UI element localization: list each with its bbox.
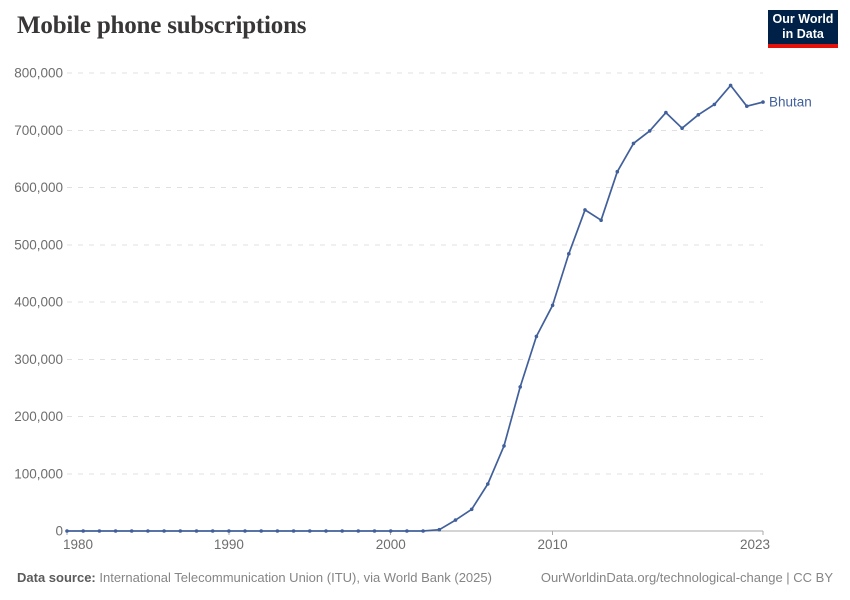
data-point-marker[interactable]: [712, 102, 717, 107]
x-axis-tick-label: 2023: [740, 537, 770, 552]
y-axis-tick-label: 200,000: [14, 409, 63, 424]
data-point-marker[interactable]: [502, 444, 506, 448]
data-point-marker[interactable]: [388, 529, 393, 533]
data-point-marker[interactable]: [356, 529, 361, 533]
y-axis-tick-label: 500,000: [14, 237, 63, 252]
data-point-marker[interactable]: [178, 529, 183, 533]
data-point-marker[interactable]: [583, 208, 587, 212]
data-point-marker[interactable]: [65, 529, 69, 533]
x-axis-tick-label: 1980: [63, 537, 93, 552]
y-axis-tick-label: 0: [55, 524, 63, 539]
data-point-marker[interactable]: [469, 507, 474, 512]
y-axis-tick-label: 700,000: [14, 123, 63, 138]
y-axis-tick-label: 600,000: [14, 180, 63, 195]
data-point-marker[interactable]: [745, 104, 749, 108]
data-point-marker[interactable]: [227, 529, 231, 533]
data-point-marker[interactable]: [518, 385, 522, 389]
data-point-marker[interactable]: [647, 129, 652, 133]
data-point-marker[interactable]: [761, 100, 765, 104]
data-point-marker[interactable]: [146, 529, 150, 533]
chart-title: Mobile phone subscriptions: [17, 12, 307, 39]
series-line-bhutan[interactable]: [66, 84, 764, 532]
data-point-marker[interactable]: [291, 529, 296, 533]
y-axis-tick-label: 100,000: [14, 466, 63, 481]
data-point-marker[interactable]: [275, 529, 280, 533]
data-point-marker[interactable]: [453, 518, 458, 522]
data-source-text: International Telecommunication Union (I…: [95, 570, 492, 585]
y-axis-tick-label: 800,000: [14, 66, 63, 81]
data-point-marker[interactable]: [372, 529, 377, 533]
data-point-marker[interactable]: [728, 83, 733, 88]
data-point-marker[interactable]: [567, 252, 571, 256]
owid-logo-line1: Our World: [772, 12, 834, 26]
data-point-marker[interactable]: [308, 529, 312, 533]
data-point-marker[interactable]: [259, 529, 264, 533]
x-axis-tick-label: 1990: [214, 537, 244, 552]
data-point-marker[interactable]: [340, 529, 345, 533]
data-point-marker[interactable]: [534, 334, 539, 339]
owid-logo[interactable]: Our World in Data: [768, 10, 838, 48]
data-point-marker[interactable]: [113, 529, 118, 533]
chart-footer: Data source: International Telecommunica…: [17, 570, 833, 585]
data-point-marker[interactable]: [615, 169, 620, 174]
data-point-marker[interactable]: [631, 141, 636, 146]
owid-logo-line2: in Data: [782, 27, 824, 41]
data-point-marker[interactable]: [680, 126, 684, 130]
data-point-marker[interactable]: [437, 527, 442, 532]
data-point-marker[interactable]: [486, 482, 490, 486]
x-axis-tick-label: 2010: [538, 537, 568, 552]
entity-label-bhutan[interactable]: Bhutan: [769, 95, 812, 110]
owid-url-link[interactable]: OurWorldinData.org/technological-change …: [540, 570, 833, 585]
x-axis-tick-label: 2000: [376, 537, 406, 552]
y-axis-tick-label: 300,000: [14, 352, 63, 367]
data-point-marker[interactable]: [696, 113, 701, 117]
data-source-note: Data source: International Telecommunica…: [17, 570, 492, 585]
data-point-marker[interactable]: [405, 529, 409, 533]
data-point-marker[interactable]: [243, 529, 247, 533]
y-axis-tick-label: 400,000: [14, 295, 63, 310]
data-point-marker[interactable]: [210, 529, 215, 533]
data-point-marker[interactable]: [421, 529, 425, 533]
data-point-marker[interactable]: [97, 529, 102, 533]
data-point-marker[interactable]: [162, 529, 166, 533]
data-point-marker[interactable]: [81, 529, 85, 533]
data-source-label: Data source:: [17, 570, 96, 585]
data-point-marker[interactable]: [324, 529, 328, 533]
data-point-marker[interactable]: [129, 529, 134, 533]
data-point-marker[interactable]: [664, 110, 668, 115]
data-point-marker[interactable]: [194, 529, 199, 533]
data-point-marker[interactable]: [550, 303, 555, 308]
data-point-marker[interactable]: [599, 218, 603, 222]
